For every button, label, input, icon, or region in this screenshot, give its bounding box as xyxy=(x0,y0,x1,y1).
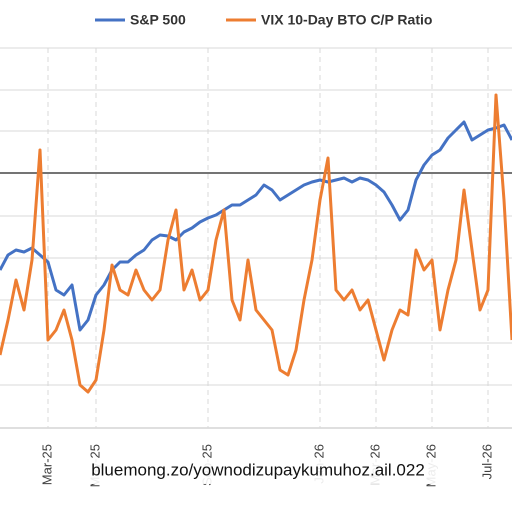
legend-label: VIX 10-Day BTO C/P Ratio xyxy=(261,12,432,28)
watermark-box xyxy=(58,458,458,484)
x-tick-label: Mar-25 xyxy=(39,444,54,485)
series-line xyxy=(0,93,512,394)
grid xyxy=(0,47,512,429)
x-tick-label: Jul-26 xyxy=(479,444,494,479)
legend: S&P 500 VIX 10-Day BTO C/P Ratio xyxy=(95,12,432,28)
watermark: bluemong.zo/yownodizupaykumuhoz.ail.022 xyxy=(91,460,425,479)
plot-area xyxy=(0,48,512,428)
series-line xyxy=(0,120,512,332)
legend-label: S&P 500 xyxy=(130,12,186,28)
